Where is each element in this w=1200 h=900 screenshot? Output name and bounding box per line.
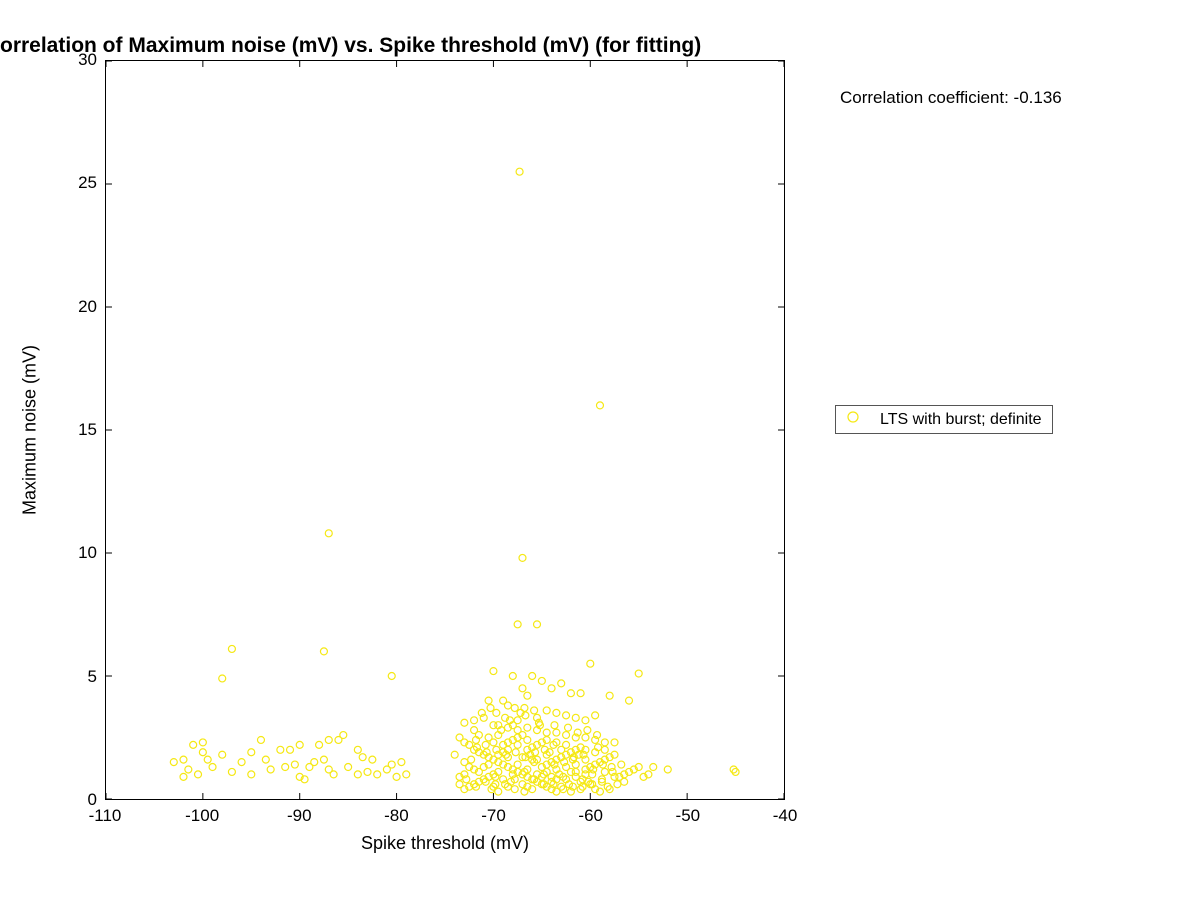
chart-title: orrelation of Maximum noise (mV) vs. Spi… (0, 34, 701, 58)
x-tick-label: -90 (287, 806, 312, 826)
y-tick-label: 25 (47, 173, 97, 193)
y-tick-label: 30 (47, 50, 97, 70)
x-tick-label: -50 (676, 806, 701, 826)
y-axis-label: Maximum noise (mV) (20, 345, 41, 515)
scatter-plot-svg (106, 61, 784, 799)
x-tick-label: -40 (773, 806, 798, 826)
plot-area (105, 60, 785, 800)
y-tick-label: 0 (47, 790, 97, 810)
y-tick-label: 15 (47, 420, 97, 440)
y-tick-label: 20 (47, 297, 97, 317)
x-axis-label: Spike threshold (mV) (361, 833, 529, 854)
y-tick-label: 5 (47, 667, 97, 687)
x-tick-label: -80 (384, 806, 409, 826)
y-tick-label: 10 (47, 543, 97, 563)
x-tick-label: -70 (481, 806, 506, 826)
legend: LTS with burst; definite (835, 405, 1053, 434)
legend-label: LTS with burst; definite (880, 411, 1042, 429)
legend-marker-icon (846, 410, 860, 429)
x-tick-label: -100 (185, 806, 219, 826)
correlation-annotation: Correlation coefficient: -0.136 (840, 88, 1062, 108)
x-tick-label: -60 (578, 806, 603, 826)
chart-container: { "chart": { "type": "scatter", "title":… (0, 0, 1200, 900)
